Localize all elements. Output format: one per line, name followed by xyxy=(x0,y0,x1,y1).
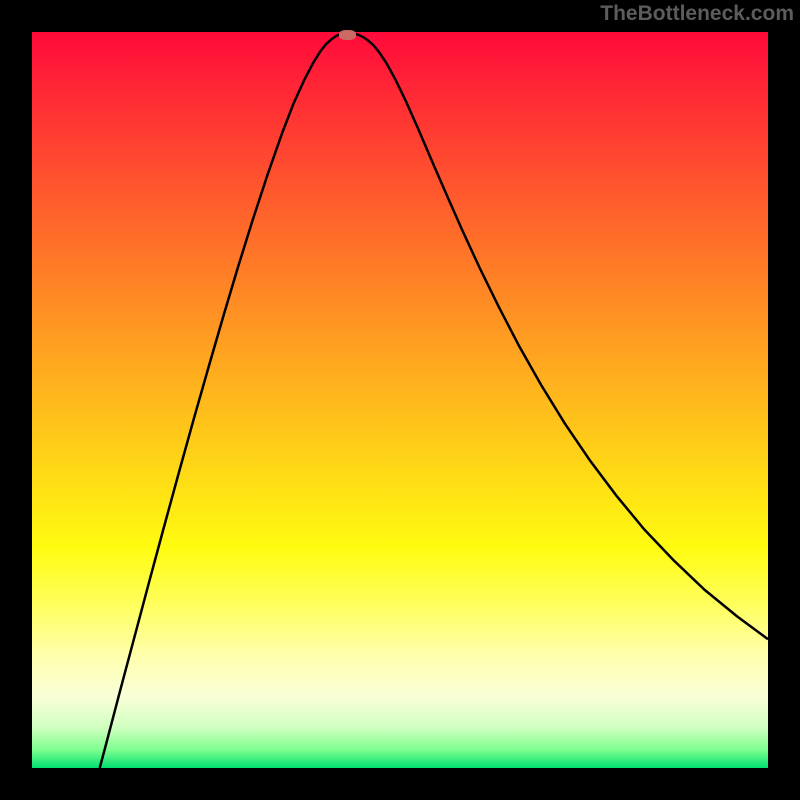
chart-container: TheBottleneck.com xyxy=(0,0,800,800)
curve-plot xyxy=(32,32,768,768)
highlight-marker xyxy=(339,30,356,40)
watermark-text: TheBottleneck.com xyxy=(600,2,794,26)
plot-area xyxy=(32,32,768,768)
curve-line xyxy=(100,33,768,768)
